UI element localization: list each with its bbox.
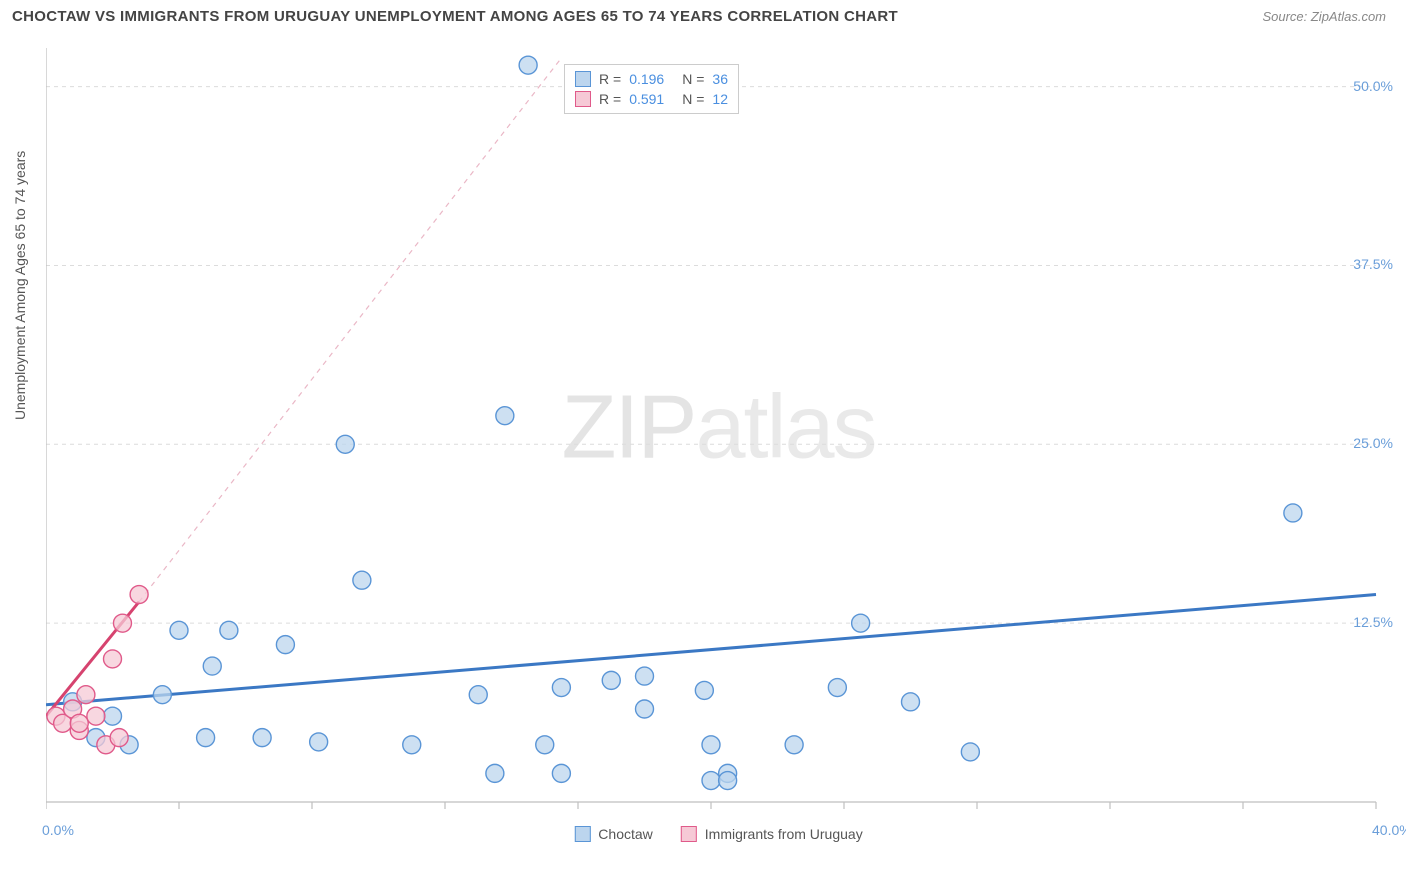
n-label: N =	[682, 91, 704, 107]
legend-swatch-choctaw	[574, 826, 590, 842]
legend-swatch-choctaw	[575, 71, 591, 87]
correlation-legend: R = 0.196 N = 36 R = 0.591 N = 12	[564, 64, 739, 114]
legend-row: R = 0.196 N = 36	[575, 69, 728, 89]
r-label: R =	[599, 91, 621, 107]
r-value: 0.196	[629, 71, 664, 87]
y-tick-label: 25.0%	[1353, 435, 1393, 451]
chart-area: ZIPatlas R = 0.196 N = 36 R = 0.591 N = …	[46, 44, 1391, 844]
y-tick-label: 50.0%	[1353, 78, 1393, 94]
x-tick-label: 0.0%	[42, 822, 74, 838]
legend-swatch-uruguay	[575, 91, 591, 107]
y-axis-label: Unemployment Among Ages 65 to 74 years	[12, 151, 28, 420]
chart-title: CHOCTAW VS IMMIGRANTS FROM URUGUAY UNEMP…	[12, 8, 898, 25]
legend-label: Immigrants from Uruguay	[705, 826, 863, 842]
scatter-plot	[46, 44, 1391, 844]
y-tick-label: 37.5%	[1353, 256, 1393, 272]
chart-header: CHOCTAW VS IMMIGRANTS FROM URUGUAY UNEMP…	[0, 0, 1406, 33]
n-label: N =	[682, 71, 704, 87]
r-value: 0.591	[629, 91, 664, 107]
n-value: 36	[712, 71, 728, 87]
y-tick-label: 12.5%	[1353, 614, 1393, 630]
legend-row: R = 0.591 N = 12	[575, 89, 728, 109]
r-label: R =	[599, 71, 621, 87]
legend-item: Choctaw	[574, 826, 652, 842]
source-attribution: Source: ZipAtlas.com	[1262, 9, 1386, 24]
legend-label: Choctaw	[598, 826, 652, 842]
series-legend: Choctaw Immigrants from Uruguay	[574, 826, 862, 842]
x-tick-label: 40.0%	[1372, 822, 1406, 838]
legend-swatch-uruguay	[681, 826, 697, 842]
legend-item: Immigrants from Uruguay	[681, 826, 863, 842]
n-value: 12	[712, 91, 728, 107]
